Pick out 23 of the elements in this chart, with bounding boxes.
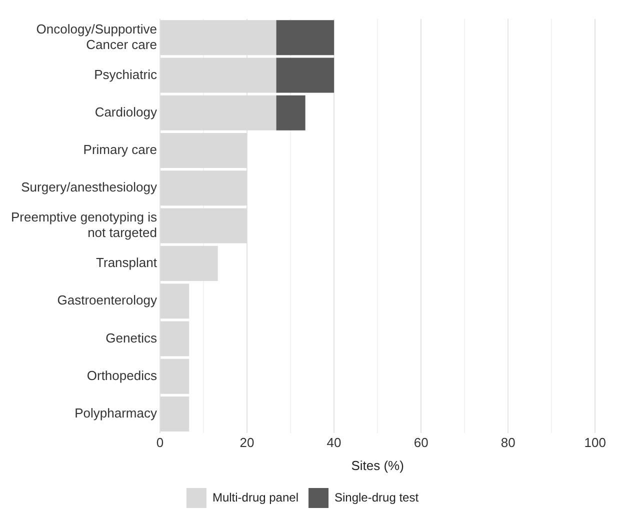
y-tick-label: Psychiatric <box>94 66 158 82</box>
bar <box>276 95 306 130</box>
y-tick-label: Cardiology <box>94 104 158 120</box>
y-tick-label: Primary care <box>83 142 157 158</box>
x-tick-label: 80 <box>500 435 516 450</box>
y-tick-label: Surgery/anesthesiology <box>21 180 158 195</box>
y-tick-label: Polypharmacy <box>74 406 158 421</box>
y-tick-label: Preemptive genotyping is not targeted <box>10 210 158 240</box>
x-tick-label: 100 <box>584 435 606 450</box>
y-tick-label: Genetics <box>106 330 158 346</box>
bar <box>276 58 334 93</box>
x-tick-label: 0 <box>156 435 164 450</box>
legend-label: Multi-drug panel <box>212 490 298 504</box>
bar <box>276 20 334 56</box>
legend-label: Single-drug test <box>334 490 420 504</box>
x-tick-label: 40 <box>326 435 342 450</box>
y-tick-label: Gastroenterology <box>57 292 158 308</box>
x-tick-label: 60 <box>414 435 428 450</box>
x-axis-title: Sites (%) <box>351 458 404 473</box>
y-tick-label: Transplant <box>96 255 158 270</box>
y-tick-label: Orthopedics <box>86 368 158 383</box>
x-tick-label: 20 <box>240 435 254 450</box>
y-tick-label: Oncology/Supportive Cancer care <box>36 21 157 52</box>
